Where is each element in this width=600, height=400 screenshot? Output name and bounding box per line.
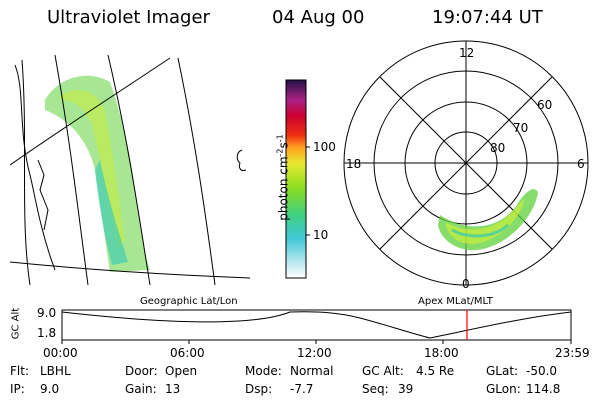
mode-label: Mode:	[245, 364, 282, 378]
seq-value: 39	[398, 382, 414, 396]
mode-value: Normal	[290, 364, 334, 378]
ip-label: IP:	[10, 382, 25, 396]
lat-70-label: 70	[513, 121, 529, 135]
altitude-curve	[61, 311, 572, 339]
ip-value: 9.0	[40, 382, 60, 396]
apex-panel-title: Apex MLat/MLT	[418, 296, 493, 307]
instrument-title: Ultraviolet Imager	[47, 7, 210, 28]
door-label: Door:	[125, 364, 158, 378]
gc-alt-value: 4.5 Re	[416, 364, 455, 378]
xtick-0600: 06:00	[170, 346, 205, 360]
mlt-12-label: 12	[459, 46, 475, 60]
lat-60-label: 60	[537, 98, 553, 112]
xtick-1800: 18:00	[424, 346, 459, 360]
colorbar-tick-100: 100	[313, 140, 336, 154]
door-value: Open	[165, 364, 198, 378]
xtick-2359: 23:59	[555, 346, 590, 360]
dsp-label: Dsp:	[245, 382, 273, 396]
xtick-1200: 12:00	[297, 346, 332, 360]
colorbar-tick-10: 10	[313, 228, 329, 242]
altitude-ytick-high: 9.0	[37, 306, 57, 320]
altitude-ytick-low: 1.8	[37, 326, 57, 340]
flt-value: LBHL	[40, 364, 71, 378]
coastline-fragment	[236, 149, 247, 171]
date-label: 04 Aug 00	[272, 7, 365, 28]
mlt-18-label: 18	[346, 157, 362, 171]
flt-label: Flt:	[10, 364, 29, 378]
gain-value: 13	[165, 382, 181, 396]
glat-value: -50.0	[526, 364, 558, 378]
gain-label: Gain:	[125, 382, 157, 396]
altitude-ylabel: GC Alt	[10, 307, 22, 340]
glon-label: GLon:	[486, 382, 521, 396]
lat-80-label: 80	[490, 141, 506, 155]
glat-label: GLat:	[486, 364, 519, 378]
glon-value: 114.8	[526, 382, 561, 396]
mlt-6-label: 6	[577, 157, 585, 171]
xtick-0000: 00:00	[43, 346, 78, 360]
mlt-0-label: 0	[462, 277, 470, 291]
time-label: 19:07:44 UT	[432, 7, 543, 28]
seq-label: Seq:	[362, 382, 389, 396]
dsp-value: -7.7	[290, 382, 314, 396]
gc-alt-label: GC Alt:	[362, 364, 404, 378]
geographic-panel-title: Geographic Lat/Lon	[140, 296, 238, 307]
